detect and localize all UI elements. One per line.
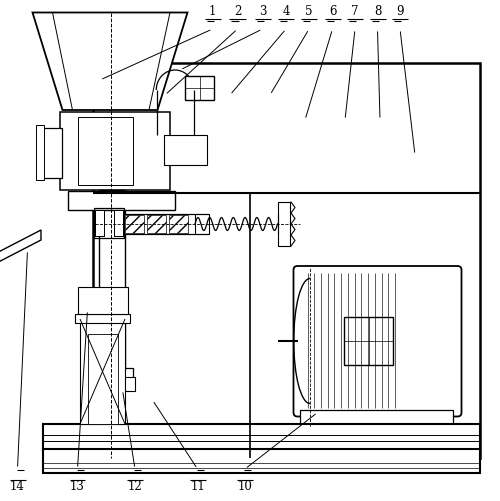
Bar: [147, 215, 166, 233]
Bar: [114, 210, 123, 236]
Bar: [114, 210, 123, 236]
Bar: [89, 377, 135, 391]
Bar: [278, 202, 290, 246]
Polygon shape: [0, 230, 41, 263]
Text: 12: 12: [128, 479, 142, 492]
Text: 3: 3: [259, 6, 266, 19]
Bar: [300, 410, 452, 426]
Bar: [344, 317, 393, 365]
Text: 1: 1: [209, 6, 216, 19]
Text: 11: 11: [190, 479, 205, 492]
Bar: [95, 210, 104, 236]
Bar: [75, 314, 130, 323]
Bar: [185, 77, 214, 101]
Text: 7: 7: [351, 6, 359, 19]
Text: 14: 14: [10, 479, 25, 492]
Polygon shape: [32, 14, 188, 111]
Text: 4: 4: [282, 6, 290, 19]
Text: 10: 10: [238, 479, 252, 492]
Text: 13: 13: [70, 479, 85, 492]
Bar: [125, 215, 144, 233]
Bar: [92, 63, 480, 457]
Text: 2: 2: [234, 6, 241, 19]
Bar: [78, 118, 132, 186]
Bar: [42, 424, 480, 450]
Bar: [68, 191, 175, 210]
FancyBboxPatch shape: [294, 267, 462, 417]
Text: 9: 9: [396, 6, 404, 19]
Text: 8: 8: [374, 6, 381, 19]
Bar: [164, 136, 206, 166]
Bar: [99, 190, 125, 375]
Bar: [36, 126, 44, 181]
Text: 6: 6: [329, 6, 336, 19]
Text: 5: 5: [305, 6, 313, 19]
Bar: [42, 448, 480, 472]
Bar: [95, 210, 104, 236]
Bar: [60, 113, 170, 190]
Bar: [102, 375, 122, 430]
Bar: [169, 215, 188, 233]
Bar: [91, 368, 133, 379]
Bar: [124, 214, 209, 234]
Bar: [80, 319, 125, 424]
Bar: [94, 208, 124, 238]
Bar: [78, 287, 128, 314]
Bar: [41, 128, 62, 178]
Bar: [88, 334, 118, 424]
